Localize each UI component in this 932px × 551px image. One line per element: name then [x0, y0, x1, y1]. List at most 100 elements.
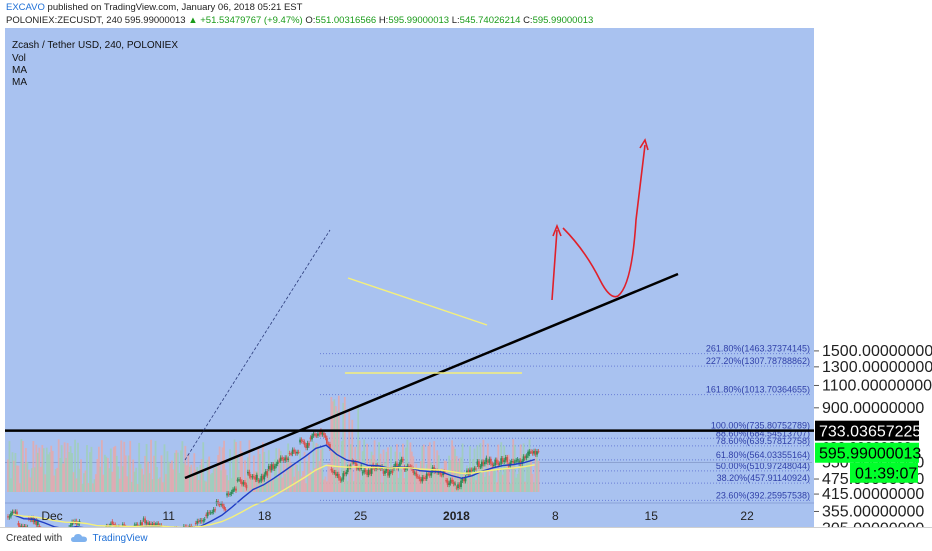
- candle-body: [311, 436, 313, 440]
- publisher-line: EXCAVO published on TradingView.com, Jan…: [6, 2, 302, 13]
- legend-item-ma-1[interactable]: MA: [12, 65, 27, 76]
- footer: Created with TradingView: [0, 527, 932, 551]
- candle-body: [37, 522, 39, 525]
- candle-body: [263, 475, 265, 480]
- publisher-name[interactable]: EXCAVO: [6, 2, 45, 13]
- created-with-label: Created with: [6, 533, 62, 544]
- candle-body: [278, 461, 280, 462]
- open-value: 551.00316566: [315, 15, 376, 26]
- candle-body: [526, 456, 528, 459]
- time-tick-label: 25: [354, 509, 368, 523]
- candle-body: [365, 470, 367, 472]
- candle-body: [211, 512, 213, 513]
- fib-label-9: 227.20%(1307.78788862): [706, 356, 810, 366]
- fib-label-2: 38.20%(457.91140924): [717, 473, 810, 483]
- candle-body: [214, 509, 216, 510]
- last-price-text: 595.99000013: [819, 446, 921, 463]
- candle-body: [326, 438, 328, 444]
- candle-body: [281, 458, 283, 460]
- candle-body: [274, 466, 276, 469]
- candle-body: [341, 480, 343, 481]
- time-tick-label: 22: [740, 509, 754, 523]
- candle-body: [231, 492, 233, 494]
- time-tick-label: Dec: [41, 509, 62, 523]
- low-label: L:: [452, 15, 460, 26]
- high-value: 595.99000013: [388, 15, 449, 26]
- candle-body: [484, 462, 486, 464]
- candle-body: [472, 470, 474, 471]
- candle-body: [229, 494, 231, 495]
- candle-body: [371, 468, 373, 474]
- candle-body: [259, 481, 261, 482]
- candle-body: [496, 460, 498, 463]
- candle-body: [384, 471, 386, 474]
- open-label: O:: [305, 15, 315, 26]
- candle-body: [475, 468, 477, 469]
- candle-body: [249, 472, 251, 476]
- time-tick-label: 2018: [443, 509, 470, 523]
- price-tick-label: 900.00000000: [822, 400, 924, 417]
- time-tick-label: 15: [645, 509, 659, 523]
- candle-body: [392, 471, 394, 473]
- candle-body: [304, 442, 306, 445]
- candle-body: [415, 473, 417, 477]
- candle-body: [506, 457, 508, 462]
- candle-body: [448, 483, 450, 484]
- candle-body: [308, 443, 310, 446]
- candle-body: [266, 471, 268, 475]
- candle-body: [287, 459, 289, 460]
- candle-body: [460, 481, 462, 487]
- fib-label-10: 261.80%(1463.37374145): [706, 344, 810, 354]
- candle-body: [223, 506, 225, 509]
- candle-body: [314, 434, 316, 436]
- candle-body: [490, 459, 492, 464]
- fib-label-4: 61.80%(564.03355164): [716, 450, 810, 460]
- candle-body: [256, 475, 258, 480]
- resistance-price-text: 733.03657225: [819, 424, 921, 441]
- low-value: 545.74026214: [460, 15, 521, 26]
- candle-body: [454, 484, 456, 485]
- candle-body: [9, 516, 11, 517]
- candle-body: [479, 466, 481, 467]
- candle-body: [354, 462, 356, 464]
- legend-item-ma-2[interactable]: MA: [12, 77, 27, 88]
- candle-body: [77, 524, 79, 525]
- high-label: H:: [379, 15, 389, 26]
- tradingview-brand-link[interactable]: TradingView: [93, 533, 148, 544]
- price-tick-label: 1500.00000000: [822, 343, 932, 360]
- candle-body: [18, 523, 20, 525]
- candle-body: [244, 482, 246, 485]
- time-tick-label: 8: [552, 509, 559, 523]
- candle-body: [451, 480, 453, 482]
- fib-label-1: 23.60%(392.25957538): [716, 490, 810, 500]
- price-tick-label: 415.00000000: [822, 486, 924, 503]
- candle-body: [517, 459, 519, 460]
- candle-body: [514, 462, 516, 463]
- up-triangle-icon: ▲: [188, 15, 197, 26]
- candle-body: [389, 472, 391, 476]
- close-label: C:: [523, 15, 533, 26]
- price-chart[interactable]: 0.00%(286.13743298)23.60%(392.25957538)3…: [0, 28, 932, 527]
- countdown-text: 01:39:07: [855, 466, 917, 483]
- price-tick-label: 305.00000000: [822, 520, 924, 527]
- candle-body: [345, 472, 347, 474]
- candle-body: [277, 462, 279, 464]
- candle-body: [325, 435, 327, 438]
- price-tick-label: 1100.00000000: [822, 377, 932, 394]
- legend-title: Zcash / Tether USD, 240, POLONIEX: [12, 40, 178, 51]
- candle-body: [111, 521, 113, 524]
- candle-body: [362, 472, 364, 473]
- time-tick-label: 18: [258, 509, 272, 523]
- candle-body: [246, 485, 248, 488]
- candle-body: [240, 479, 242, 481]
- chart-header: EXCAVO published on TradingView.com, Jan…: [0, 0, 932, 28]
- candle-body: [232, 489, 234, 492]
- candle-body: [538, 451, 540, 452]
- symbol-label: POLONIEX:ZECUSDT, 240: [6, 15, 122, 26]
- tradingview-cloud-icon: [71, 533, 87, 543]
- legend-item-vol[interactable]: Vol: [12, 53, 26, 64]
- candle-body: [499, 464, 501, 465]
- candle-body: [323, 433, 325, 435]
- fib-label-7: 100.00%(735.80752789): [711, 420, 810, 430]
- ohlc-line: POLONIEX:ZECUSDT, 240 595.99000013 ▲ +51…: [6, 15, 593, 26]
